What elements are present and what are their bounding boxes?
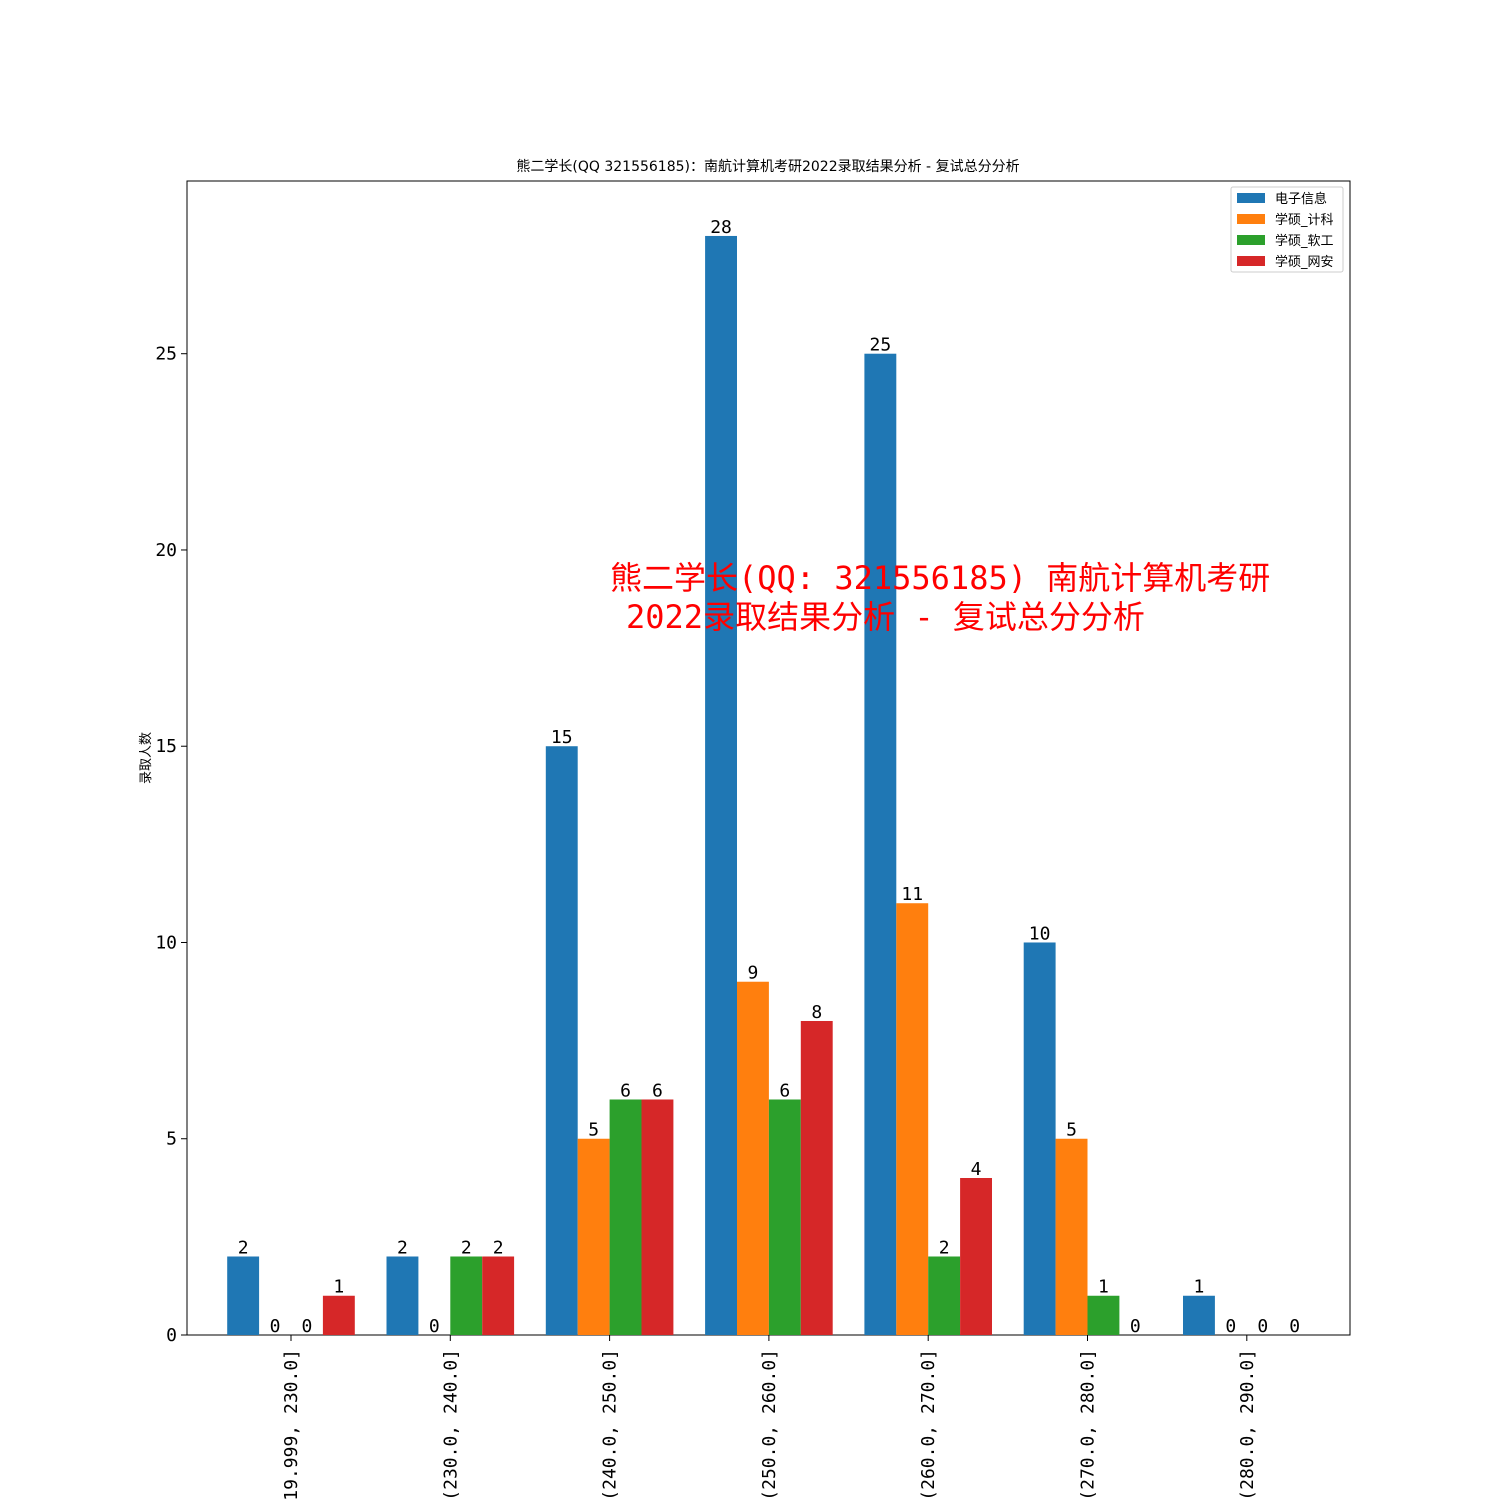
bar: [545, 746, 578, 1335]
y-tick-label: 15: [155, 736, 177, 757]
y-tick-label: 25: [155, 344, 177, 365]
x-tick-label: (219.999, 230.0]: [281, 1349, 302, 1500]
bar-value-label: 2: [238, 1237, 249, 1258]
x-tick-label: (240.0, 250.0]: [600, 1349, 621, 1500]
bar-value-label: 6: [779, 1080, 790, 1101]
bar-value-label: 25: [870, 335, 892, 356]
bar-value-label: 0: [1130, 1316, 1141, 1337]
chart-title: 熊二学长(QQ 321556185)：南航计算机考研2022录取结果分析 - 复…: [516, 158, 1019, 175]
legend-swatch: [1237, 235, 1265, 245]
bar-value-label: 6: [620, 1080, 631, 1101]
bar-value-label: 2: [939, 1237, 950, 1258]
bar: [322, 1295, 355, 1335]
bar-value-label: 2: [461, 1237, 472, 1258]
legend-box: [1230, 186, 1344, 273]
bar-value-label: 0: [1289, 1316, 1300, 1337]
bar-value-label: 0: [1225, 1316, 1236, 1337]
bar-value-label: 11: [901, 884, 923, 905]
x-tick-label: (270.0, 280.0]: [1078, 1349, 1099, 1500]
bar: [386, 1256, 419, 1335]
bar: [577, 1138, 610, 1335]
legend-swatch: [1237, 193, 1265, 203]
bar: [737, 981, 769, 1335]
bar-value-label: 8: [811, 1002, 822, 1023]
bar-value-label: 0: [1257, 1316, 1268, 1337]
bar-value-label: 1: [333, 1277, 344, 1298]
legend-label: 电子信息: [1275, 191, 1327, 207]
bar: [896, 903, 929, 1335]
bar: [1183, 1295, 1215, 1335]
legend-label: 学硕_计科: [1275, 212, 1334, 228]
bar: [960, 1177, 992, 1335]
bar: [641, 1099, 674, 1335]
bar-value-label: 2: [397, 1237, 408, 1258]
x-tick-label: (260.0, 270.0]: [918, 1349, 939, 1500]
bar-value-label: 4: [971, 1159, 982, 1180]
legend-swatch: [1237, 256, 1265, 266]
bar: [768, 1099, 801, 1335]
bar: [1087, 1295, 1120, 1335]
y-axis-label: 录取人数: [139, 732, 154, 784]
bar: [482, 1256, 515, 1335]
bar-value-label: 0: [270, 1316, 281, 1337]
bar: [705, 235, 737, 1335]
x-tick-label: (230.0, 240.0]: [440, 1349, 461, 1500]
bar-value-label: 1: [1194, 1277, 1205, 1298]
bar-value-label: 10: [1029, 923, 1051, 944]
bar-value-label: 5: [588, 1120, 599, 1141]
bar: [450, 1256, 483, 1335]
bar-value-label: 15: [551, 727, 573, 748]
bar-value-label: 5: [1066, 1120, 1077, 1141]
watermark-line-1: 熊二学长(QQ: 321556185) 南航计算机考研: [610, 559, 1270, 597]
bar-value-label: 6: [652, 1080, 663, 1101]
bar: [800, 1020, 833, 1335]
watermark-line-2: 2022录取结果分析 - 复试总分分析: [626, 598, 1145, 636]
y-tick-label: 10: [155, 932, 177, 953]
x-tick-label: (280.0, 290.0]: [1237, 1349, 1258, 1500]
legend-label: 学硕_网安: [1275, 254, 1334, 270]
bar: [864, 353, 897, 1335]
y-tick-label: 0: [166, 1325, 177, 1346]
legend-swatch: [1237, 214, 1265, 224]
bar-value-label: 0: [429, 1316, 440, 1337]
bar-value-label: 1: [1098, 1277, 1109, 1298]
bar: [1023, 942, 1056, 1335]
legend-label: 学硕_软工: [1275, 233, 1334, 249]
y-tick-label: 5: [166, 1129, 177, 1150]
bar: [928, 1256, 961, 1335]
bar: [609, 1099, 642, 1335]
bar-value-label: 9: [748, 963, 759, 984]
bar-value-label: 28: [710, 217, 732, 238]
bar-value-label: 2: [493, 1237, 504, 1258]
bar: [1055, 1138, 1088, 1335]
bars: [227, 235, 1215, 1335]
y-tick-label: 20: [155, 540, 177, 561]
bar-value-label: 0: [302, 1316, 313, 1337]
watermark: 熊二学长(QQ: 321556185) 南航计算机考研 2022录取结果分析 -…: [610, 559, 1270, 636]
bar: [227, 1256, 260, 1335]
x-tick-label: (250.0, 260.0]: [759, 1349, 780, 1500]
